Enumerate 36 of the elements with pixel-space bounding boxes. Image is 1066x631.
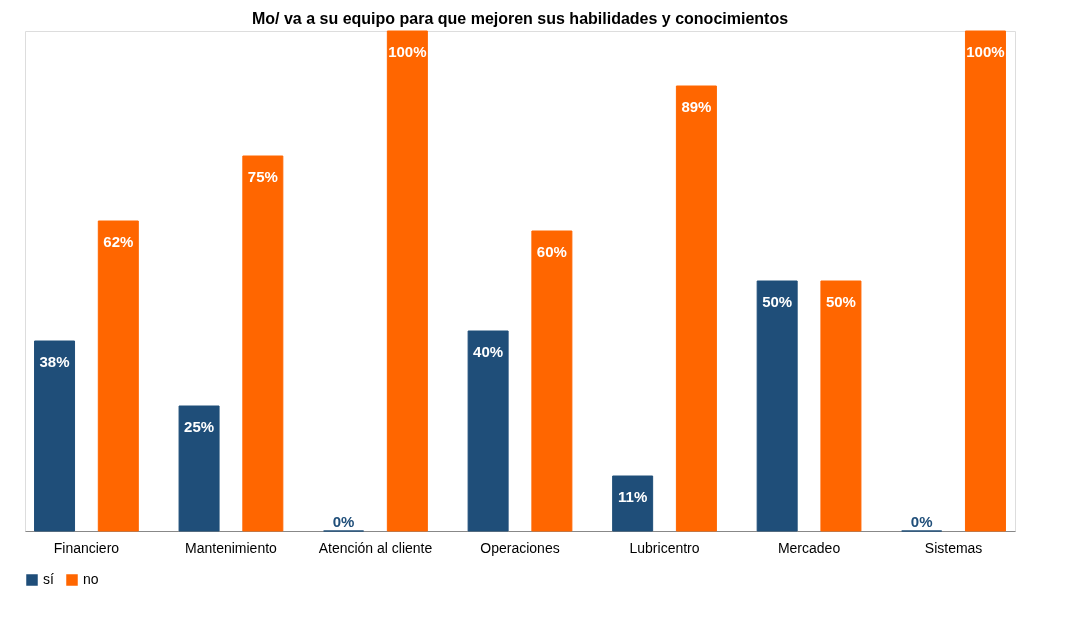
bar <box>612 475 654 532</box>
bar <box>756 280 798 532</box>
data-label: 50% <box>762 293 793 310</box>
data-label: 0% <box>332 513 355 530</box>
bar <box>178 405 220 532</box>
data-label: 11% <box>618 488 648 505</box>
bar <box>386 30 428 532</box>
x-tick-label: Mercadeo <box>777 539 841 556</box>
data-label: 0% <box>910 513 933 530</box>
legend-label: no <box>83 571 99 587</box>
x-tick-label: Lubricentro <box>629 539 700 556</box>
bar <box>675 85 717 532</box>
bar <box>964 30 1006 532</box>
data-label: 40% <box>473 343 504 360</box>
bar <box>97 220 139 532</box>
legend-label: sí <box>43 571 54 587</box>
x-tick-label: Mantenimiento <box>185 539 278 556</box>
data-label: 100% <box>966 43 1005 60</box>
data-label: 38% <box>39 353 70 370</box>
data-label: 60% <box>536 243 567 260</box>
bar <box>531 230 573 532</box>
data-label: 62% <box>103 233 134 250</box>
data-label: 89% <box>681 98 712 115</box>
x-tick-label: Operaciones <box>480 539 560 556</box>
x-tick-label: Sistemas <box>924 539 983 556</box>
data-label: 50% <box>825 293 856 310</box>
x-tick-label: Financiero <box>53 539 120 556</box>
data-label: 100% <box>388 43 427 60</box>
bar <box>242 155 284 532</box>
x-tick-label: Atención al cliente <box>318 539 433 556</box>
bar <box>34 340 76 532</box>
data-label: 25% <box>184 418 215 435</box>
bar <box>467 330 509 532</box>
bar <box>820 280 862 532</box>
chart-title: Mo/ va a su equipo para que mejoren sus habilidades y conocimientos <box>251 9 789 27</box>
data-label: 75% <box>247 168 278 185</box>
